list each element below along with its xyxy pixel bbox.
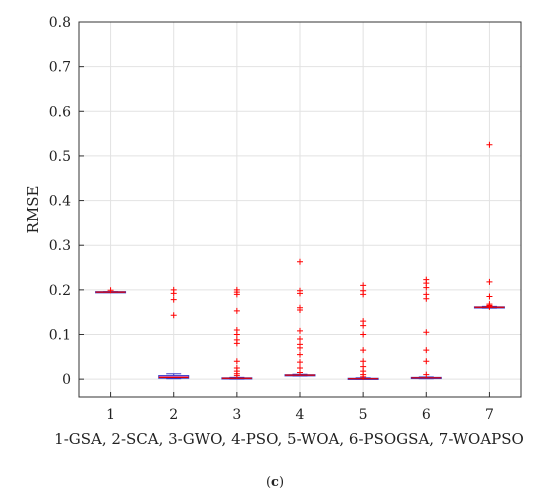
- outlier-point: [297, 335, 303, 342]
- outlier-point: [360, 358, 367, 365]
- y-tick-label: 0.6: [49, 104, 71, 120]
- box-1: [95, 287, 127, 294]
- x-axis: 1 2 3 4 5 6 7: [106, 392, 494, 423]
- y-tick-label: 0: [62, 372, 71, 388]
- outlier-point: [423, 276, 430, 283]
- y-tick-label: 0.5: [49, 149, 71, 165]
- caption-close: ): [279, 475, 284, 490]
- outlier-point: [297, 327, 303, 334]
- figure-caption: (c): [266, 475, 284, 490]
- y-axis-label: RMSE: [24, 186, 42, 234]
- outlier-point: [233, 364, 240, 371]
- x-tick-label: 5: [359, 407, 368, 423]
- outlier-point: [423, 371, 430, 378]
- outlier-point: [423, 347, 430, 354]
- box-7: [473, 141, 505, 310]
- x-tick-label: 1: [106, 407, 115, 423]
- outlier-point: [423, 358, 430, 365]
- x-axis-label: 1-GSA, 2-SCA, 3-GWO, 4-PSO, 5-WOA, 6-PSO…: [54, 430, 524, 448]
- outlier-point: [170, 296, 177, 303]
- outlier-point: [170, 286, 177, 293]
- outlier-point: [233, 286, 240, 293]
- x-tick-label: 6: [422, 407, 431, 423]
- outlier-point: [297, 351, 303, 358]
- outlier-point: [297, 364, 303, 371]
- outlier-point: [360, 347, 367, 354]
- box-5: [347, 282, 379, 380]
- outlier-point: [486, 141, 493, 148]
- outlier-point: [360, 331, 367, 338]
- outlier-point: [233, 358, 240, 365]
- x-tick-label: 4: [296, 407, 305, 423]
- outlier-point: [297, 258, 303, 265]
- y-tick-label: 0.1: [49, 328, 71, 344]
- box-6: [410, 276, 442, 380]
- outlier-point: [107, 287, 114, 294]
- outlier-point: [486, 278, 493, 285]
- outlier-point: [360, 282, 367, 289]
- outlier-point: [360, 287, 367, 294]
- outlier-point: [486, 293, 493, 300]
- outlier-point: [297, 359, 303, 366]
- outlier-point: [423, 291, 430, 298]
- y-tick-label: 0.4: [49, 194, 71, 210]
- caption-letter: c: [271, 475, 279, 490]
- box-4: [284, 258, 316, 377]
- outlier-point: [423, 329, 430, 336]
- outlier-point: [360, 363, 367, 370]
- outlier-point: [297, 341, 303, 348]
- y-tick-label: 0.8: [49, 15, 71, 31]
- box-2: [158, 286, 190, 380]
- y-axis: 0 0.1 0.2 0.3 0.4 0.5 0.6 0.7 0.8: [49, 15, 84, 388]
- outlier-point: [170, 312, 177, 319]
- outlier-point: [297, 304, 303, 311]
- box-3: [221, 286, 253, 380]
- y-tick-label: 0.7: [49, 60, 71, 76]
- y-tick-label: 0.2: [49, 283, 71, 299]
- outlier-point: [233, 336, 240, 343]
- x-tick-label: 3: [232, 407, 241, 423]
- outlier-point: [486, 301, 493, 308]
- outlier-point: [233, 307, 240, 314]
- plot-marks: [95, 141, 505, 380]
- x-tick-label: 7: [485, 407, 494, 423]
- outlier-point: [297, 287, 303, 294]
- y-tick-label: 0.3: [49, 238, 71, 254]
- outlier-point: [360, 318, 367, 325]
- caption-open: (: [266, 475, 271, 490]
- outlier-point: [233, 327, 240, 334]
- x-tick-label: 2: [169, 407, 178, 423]
